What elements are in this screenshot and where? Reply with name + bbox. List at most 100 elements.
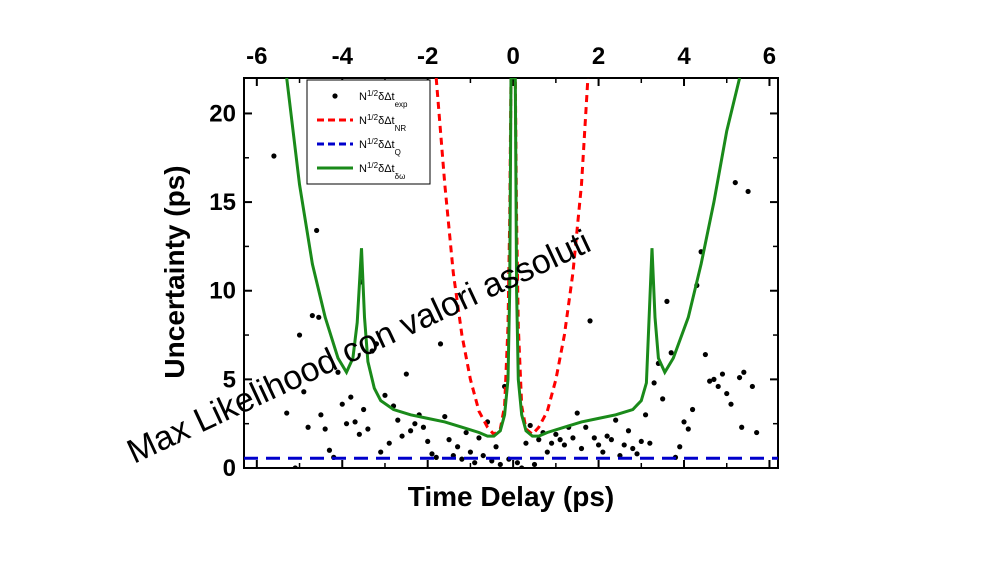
y-tick-label: 0	[223, 455, 236, 482]
data-point-exp	[739, 424, 745, 430]
data-point-exp	[749, 383, 755, 390]
x-tick-label: -4	[332, 43, 354, 70]
data-point-exp	[356, 431, 362, 437]
data-point-exp	[314, 227, 320, 234]
data-point-exp	[608, 437, 614, 443]
data-point-exp	[681, 419, 687, 425]
data-point-exp	[442, 413, 448, 420]
data-point-exp	[604, 433, 610, 439]
legend-label: N1/2δΔtQ	[359, 137, 401, 157]
y-axis-title: Uncertainty (ps)	[159, 165, 190, 378]
series-line-NR	[434, 78, 590, 437]
data-point-exp	[408, 428, 414, 434]
data-point-exp	[322, 426, 328, 432]
data-point-exp	[373, 341, 380, 347]
data-point-exp	[395, 417, 401, 423]
data-point-exp	[557, 437, 563, 443]
data-point-exp	[514, 460, 521, 466]
data-point-exp	[724, 390, 730, 397]
y-tick-label: 20	[209, 100, 236, 127]
data-point-exp	[339, 401, 345, 407]
x-tick-label: 2	[592, 43, 605, 70]
data-point-exp	[583, 424, 589, 430]
data-point-exp	[365, 426, 371, 432]
x-tick-label: 6	[763, 43, 776, 70]
data-point-exp	[378, 449, 384, 455]
data-point-exp	[578, 445, 585, 452]
data-point-exp	[574, 410, 580, 416]
y-tick-label: 15	[209, 189, 236, 216]
data-point-exp	[348, 394, 354, 400]
data-point-exp	[523, 440, 529, 446]
x-axis-title: Time Delay (ps)	[408, 481, 614, 512]
legend-label: N1/2δΔtδω	[359, 161, 405, 181]
data-point-exp	[595, 442, 602, 448]
data-point-exp	[343, 421, 350, 427]
data-point-exp	[531, 461, 538, 468]
data-point-exp	[647, 440, 653, 446]
x-tick-label: 0	[506, 43, 519, 70]
data-point-exp	[600, 449, 606, 455]
data-point-exp	[399, 433, 405, 439]
data-point-exp	[621, 442, 627, 448]
y-tick-label: 5	[223, 366, 236, 393]
data-point-exp	[476, 435, 482, 441]
data-point-exp	[754, 429, 760, 436]
data-point-exp	[335, 369, 341, 375]
data-point-exp	[587, 318, 593, 324]
data-point-exp	[613, 417, 619, 423]
data-point-exp	[638, 438, 644, 445]
data-point-exp	[326, 447, 333, 453]
data-point-exp	[745, 188, 751, 195]
data-point-exp	[386, 440, 392, 446]
data-point-exp	[309, 312, 315, 319]
data-point-exp	[493, 444, 499, 450]
data-point-exp	[634, 451, 640, 457]
data-point-exp	[361, 406, 367, 413]
data-point-exp	[642, 412, 649, 418]
data-point-exp	[527, 422, 533, 429]
data-point-exp	[741, 369, 747, 375]
data-point-exp	[660, 396, 666, 402]
data-point-exp	[429, 451, 435, 457]
data-point-exp	[685, 426, 691, 432]
data-point-exp	[728, 401, 734, 407]
data-point-exp	[625, 428, 632, 434]
data-point-exp	[382, 392, 388, 398]
data-point-exp	[736, 374, 743, 381]
data-point-exp	[446, 437, 452, 443]
data-point-exp	[651, 380, 657, 386]
data-point-exp	[707, 378, 713, 384]
data-point-exp	[630, 445, 636, 452]
data-point-exp	[719, 371, 726, 377]
legend-label: N1/2δΔtexp	[359, 89, 408, 109]
data-point-exp	[437, 341, 444, 347]
data-point-exp	[472, 460, 478, 466]
data-point-exp	[732, 179, 738, 186]
data-point-exp	[715, 383, 721, 390]
series-line-dw	[285, 78, 742, 438]
data-point-exp	[369, 348, 375, 354]
data-point-exp	[420, 424, 427, 430]
data-point-exp	[284, 410, 290, 416]
data-point-exp	[412, 421, 418, 427]
data-point-exp	[664, 298, 670, 304]
data-point-exp	[318, 412, 324, 418]
data-point-exp	[455, 444, 461, 450]
data-point-exp	[296, 332, 303, 338]
y-tick-label: 10	[209, 278, 236, 305]
x-tick-label: -2	[417, 43, 438, 70]
data-point-exp	[591, 435, 597, 441]
data-point-exp	[548, 440, 555, 446]
data-point-exp	[570, 435, 576, 441]
data-point-exp	[292, 465, 298, 468]
data-point-exp	[677, 444, 683, 450]
data-point-exp	[536, 437, 542, 443]
data-point-exp	[553, 431, 559, 437]
data-point-exp	[271, 153, 277, 159]
data-point-exp	[561, 442, 568, 448]
data-point-exp	[459, 456, 465, 462]
data-point-exp	[305, 424, 311, 430]
x-tick-label: 4	[677, 43, 691, 70]
